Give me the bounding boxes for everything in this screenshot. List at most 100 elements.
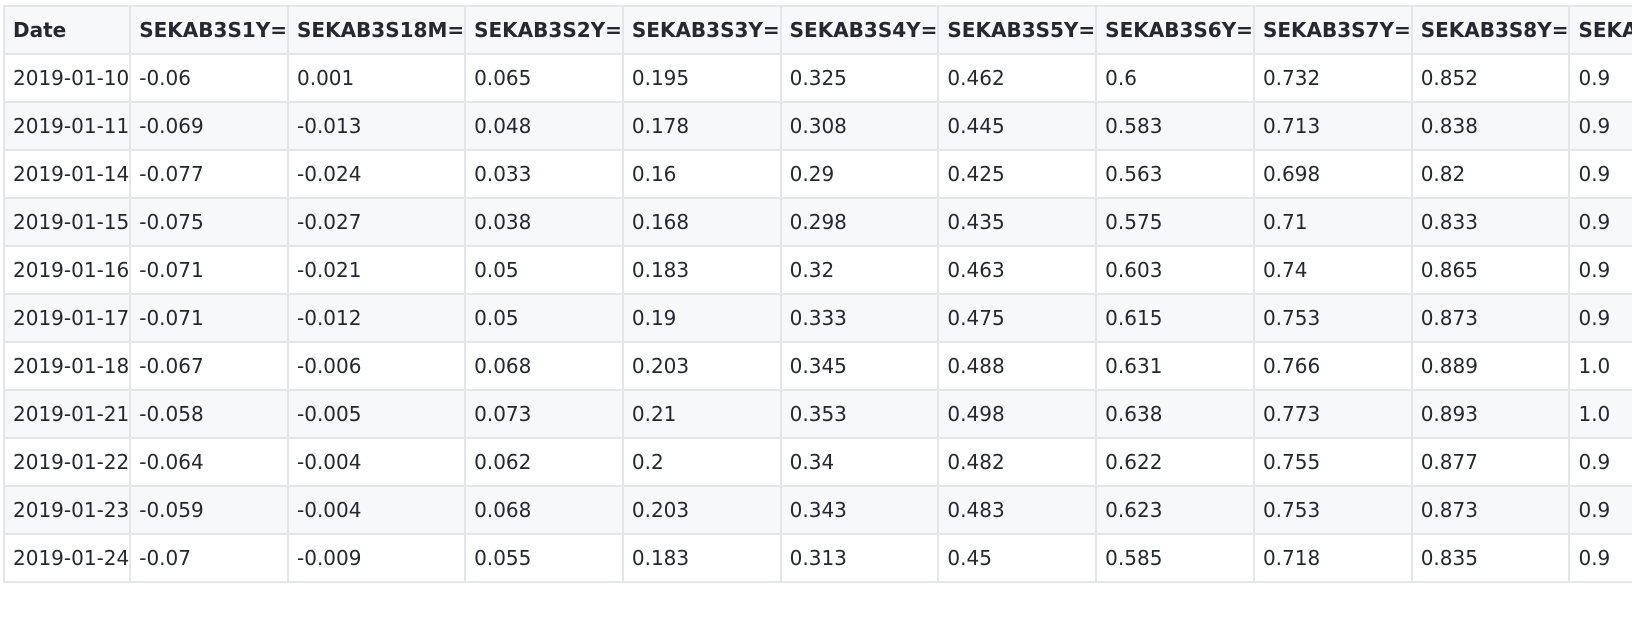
value-cell: 0.333 xyxy=(779,293,940,343)
value-cell: 0.183 xyxy=(621,245,782,295)
value-cell: 0.585 xyxy=(1095,533,1255,583)
table-row: 2019-01-21 -0.058 -0.005 0.073 0.21 0.353 0.49… xyxy=(2,389,1632,439)
date-cell: 2019-01-18 xyxy=(2,341,132,391)
value-cell: 0.345 xyxy=(779,341,940,391)
value-cell: -0.024 xyxy=(286,149,467,199)
header-row: Date SEKAB3S1Y= SEKAB3S18M= SEKAB3S2Y= SEKAB… xyxy=(2,5,1632,55)
value-cell: 0.343 xyxy=(779,485,940,535)
value-cell: 0.713 xyxy=(1252,101,1413,151)
value-cell: 0.353 xyxy=(779,389,940,439)
value-cell: 0.873 xyxy=(1410,293,1571,343)
value-cell: 0.475 xyxy=(937,293,1098,343)
value-cell: 0.753 xyxy=(1252,293,1413,343)
value-cell: 0.755 xyxy=(1252,437,1413,487)
table-row: 2019-01-14 -0.077 -0.024 0.033 0.16 0.29 0.425… xyxy=(2,149,1632,199)
value-cell: 0.732 xyxy=(1252,53,1413,103)
column-header[interactable]: SEKAB3S5Y= xyxy=(937,5,1098,55)
value-cell: -0.058 xyxy=(129,389,289,439)
data-table: Date SEKAB3S1Y= SEKAB3S18M= SEKAB3S2Y= SEKAB… xyxy=(2,5,1632,583)
value-cell: 0.865 xyxy=(1410,245,1571,295)
value-cell: -0.067 xyxy=(129,341,289,391)
value-cell: 0.001 xyxy=(286,53,467,103)
value-cell: 0.21 xyxy=(621,389,782,439)
value-cell: 0.05 xyxy=(464,245,624,295)
value-cell: 0.638 xyxy=(1095,389,1255,439)
column-header[interactable]: SEKAB3S18M= xyxy=(286,5,467,55)
value-cell: 0.773 xyxy=(1252,389,1413,439)
value-cell: -0.07 xyxy=(129,533,289,583)
column-header[interactable]: SEKAB3S1Y= xyxy=(129,5,289,55)
table-body: 2019-01-10 -0.06 0.001 0.065 0.195 0.325 0.462… xyxy=(2,53,1632,583)
value-cell: 0.9 xyxy=(1568,533,1632,583)
value-cell: 0.068 xyxy=(464,341,624,391)
column-header[interactable]: SEKAB3S4Y= xyxy=(779,5,940,55)
value-cell: 0.575 xyxy=(1095,197,1255,247)
value-cell: 0.9 xyxy=(1568,485,1632,535)
value-cell: 0.29 xyxy=(779,149,940,199)
date-cell: 2019-01-14 xyxy=(2,149,132,199)
column-header[interactable]: SEKAB3S8Y= xyxy=(1410,5,1571,55)
column-header[interactable]: SEKAB3S7Y= xyxy=(1252,5,1413,55)
value-cell: 0.463 xyxy=(937,245,1098,295)
value-cell: 0.313 xyxy=(779,533,940,583)
value-cell: -0.005 xyxy=(286,389,467,439)
value-cell: 0.9 xyxy=(1568,149,1632,199)
value-cell: 0.71 xyxy=(1252,197,1413,247)
value-cell: 0.178 xyxy=(621,101,782,151)
value-cell: 0.838 xyxy=(1410,101,1571,151)
table-row: 2019-01-23 -0.059 -0.004 0.068 0.203 0.343 0.4… xyxy=(2,485,1632,535)
value-cell: 0.718 xyxy=(1252,533,1413,583)
value-cell: 0.873 xyxy=(1410,485,1571,535)
value-cell: 0.073 xyxy=(464,389,624,439)
date-cell: 2019-01-22 xyxy=(2,437,132,487)
value-cell: -0.064 xyxy=(129,437,289,487)
table-row: 2019-01-17 -0.071 -0.012 0.05 0.19 0.333 0.475… xyxy=(2,293,1632,343)
value-cell: 0.877 xyxy=(1410,437,1571,487)
table-row: 2019-01-15 -0.075 -0.027 0.038 0.168 0.298 0.4… xyxy=(2,197,1632,247)
column-header[interactable]: SEKAB3S2Y= xyxy=(464,5,624,55)
value-cell: 0.425 xyxy=(937,149,1098,199)
value-cell: 0.498 xyxy=(937,389,1098,439)
table-row: 2019-01-11 -0.069 -0.013 0.048 0.178 0.308 0.4… xyxy=(2,101,1632,151)
value-cell: 0.889 xyxy=(1410,341,1571,391)
value-cell: -0.009 xyxy=(286,533,467,583)
value-cell: 0.615 xyxy=(1095,293,1255,343)
value-cell: 0.698 xyxy=(1252,149,1413,199)
value-cell: -0.077 xyxy=(129,149,289,199)
value-cell: 0.038 xyxy=(464,197,624,247)
value-cell: 0.753 xyxy=(1252,485,1413,535)
value-cell: -0.013 xyxy=(286,101,467,151)
table-header: Date SEKAB3S1Y= SEKAB3S18M= SEKAB3S2Y= SEKAB… xyxy=(2,5,1632,55)
value-cell: 0.833 xyxy=(1410,197,1571,247)
value-cell: -0.012 xyxy=(286,293,467,343)
value-cell: -0.021 xyxy=(286,245,467,295)
value-cell: 0.462 xyxy=(937,53,1098,103)
date-cell: 2019-01-15 xyxy=(2,197,132,247)
value-cell: 0.9 xyxy=(1568,197,1632,247)
value-cell: 0.9 xyxy=(1568,101,1632,151)
value-cell: 0.308 xyxy=(779,101,940,151)
column-header[interactable]: SEKAB3S9Y= xyxy=(1568,5,1632,55)
column-header[interactable]: SEKAB3S6Y= xyxy=(1095,5,1255,55)
value-cell: 0.168 xyxy=(621,197,782,247)
value-cell: 1.0 xyxy=(1568,341,1632,391)
value-cell: 0.482 xyxy=(937,437,1098,487)
value-cell: 0.32 xyxy=(779,245,940,295)
value-cell: 0.45 xyxy=(937,533,1098,583)
column-header[interactable]: Date xyxy=(2,5,132,55)
value-cell: 0.835 xyxy=(1410,533,1571,583)
value-cell: 0.622 xyxy=(1095,437,1255,487)
value-cell: -0.069 xyxy=(129,101,289,151)
date-cell: 2019-01-23 xyxy=(2,485,132,535)
table-row: 2019-01-10 -0.06 0.001 0.065 0.195 0.325 0.462… xyxy=(2,53,1632,103)
value-cell: 0.631 xyxy=(1095,341,1255,391)
date-cell: 2019-01-24 xyxy=(2,533,132,583)
column-header[interactable]: SEKAB3S3Y= xyxy=(621,5,782,55)
value-cell: 0.195 xyxy=(621,53,782,103)
value-cell: 0.9 xyxy=(1568,437,1632,487)
value-cell: 0.048 xyxy=(464,101,624,151)
value-cell: 0.2 xyxy=(621,437,782,487)
value-cell: -0.06 xyxy=(129,53,289,103)
value-cell: -0.075 xyxy=(129,197,289,247)
